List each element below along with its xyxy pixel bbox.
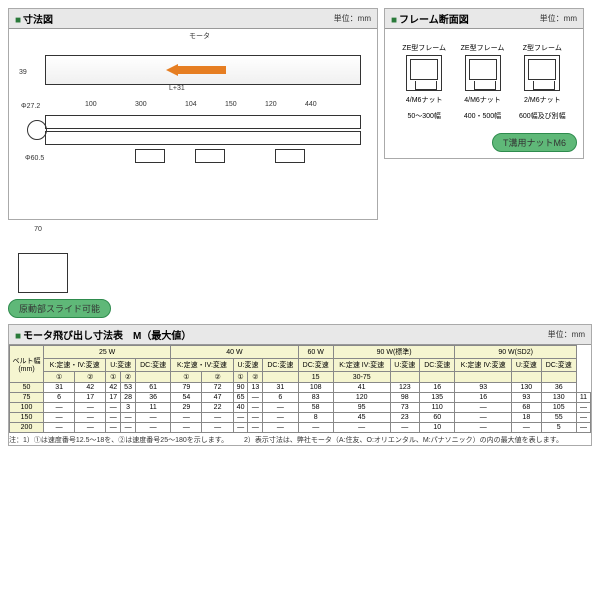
dim-300: 300 (135, 101, 147, 108)
slide-note-badge: 原動部スライド可能 (8, 299, 111, 318)
motor-mount (195, 149, 225, 163)
col-90w-sd2: 90 W(SD2) (455, 346, 577, 359)
cross-z: Z型フレーム 2/M6ナット 600幅及び別幅 (519, 43, 566, 121)
table-row: 200—————————————10——5— (10, 423, 591, 433)
cross-ze-2: ZE型フレーム 4/M6ナット 400・500幅 (461, 43, 505, 121)
dim-150: 150 (225, 101, 237, 108)
length-dim: L+31 (169, 85, 185, 92)
table-title: モータ飛び出し寸法表 M（最大値） (15, 327, 191, 342)
frame-profile-icon (465, 55, 501, 91)
table-row: 150——————————8452360—1855— (10, 413, 591, 423)
leg-mount (275, 149, 305, 163)
dims-title: 寸法図 (15, 11, 53, 26)
pulley-icon (27, 120, 47, 140)
motor-label: モータ (189, 31, 210, 41)
t-slot-nut-badge: T溝用ナットM6 (492, 133, 577, 152)
col-40w: 40 W (171, 346, 298, 359)
dims-unit: 単位：mm (334, 13, 371, 24)
direction-arrow-icon (166, 64, 226, 76)
col-25w: 25 W (44, 346, 171, 359)
motor-protrusion-table: ベルト幅 (mm) 25 W 40 W 60 W 90 W(標準) 90 W(S… (9, 345, 591, 433)
dim-120: 120 (265, 101, 277, 108)
frame-profile-icon (406, 55, 442, 91)
height-dim: 39 (19, 69, 27, 76)
dimensional-diagram: モータ L+31 39 (9, 29, 377, 219)
col-belt-width: ベルト幅 (mm) (10, 346, 44, 383)
dim-440: 440 (305, 101, 317, 108)
cross-header: フレーム断面図 単位：mm (385, 9, 583, 29)
table-header: モータ飛び出し寸法表 M（最大値） 単位：mm (9, 325, 591, 345)
motor-side-diagram: 70 (8, 226, 68, 293)
table-row: 503142425361797290133110841123169313036 (10, 383, 591, 393)
frame-profile-icon (524, 55, 560, 91)
dim-100: 100 (85, 101, 97, 108)
mount-bracket (135, 149, 165, 163)
cross-ze-1: ZE型フレーム 4/M6ナット 50〜300幅 (402, 43, 446, 121)
col-60w: 60 W (298, 346, 333, 359)
drive-dia: Φ60.5 (25, 155, 44, 162)
cross-section-diagram: ZE型フレーム 4/M6ナット 50〜300幅 ZE型フレーム 4/M6ナット … (385, 29, 583, 158)
table-unit: 単位：mm (548, 329, 585, 340)
conveyor-top-view: Φ60.5 Φ27.2 100 300 104 150 120 440 (45, 115, 361, 145)
pulley-dia: Φ27.2 (21, 103, 40, 110)
table-footnote: 注：1）①は速度番号12.5〜18を、②は速度番号25〜180を示します。 2）… (9, 436, 591, 445)
table-row: 100———311292240——589573110—68105— (10, 403, 591, 413)
conveyor-side-view (45, 55, 361, 85)
dim-104: 104 (185, 101, 197, 108)
table-row: 75617172836544765—68312098135169313011 (10, 393, 591, 403)
motor-protrusion-table-panel: モータ飛び出し寸法表 M（最大値） 単位：mm ベルト幅 (mm) 25 W 4… (8, 324, 592, 446)
dims-header: 寸法図 単位：mm (9, 9, 377, 29)
col-90w-std: 90 W(標準) (333, 346, 455, 359)
cross-title: フレーム断面図 (391, 11, 469, 26)
cross-unit: 単位：mm (540, 13, 577, 24)
